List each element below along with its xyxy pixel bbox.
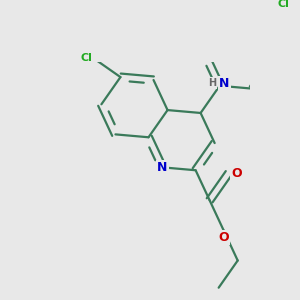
- Text: N: N: [219, 77, 230, 90]
- Text: H: H: [208, 78, 216, 88]
- Text: O: O: [218, 231, 229, 244]
- Text: N: N: [158, 161, 168, 174]
- Text: Cl: Cl: [277, 0, 289, 9]
- Text: Cl: Cl: [81, 53, 93, 63]
- Text: O: O: [231, 167, 242, 180]
